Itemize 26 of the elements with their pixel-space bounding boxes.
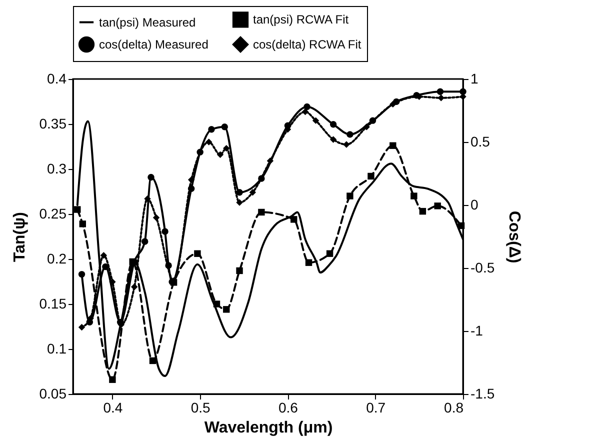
y2-tick-label: 1	[470, 70, 478, 86]
y2-tick-label: -0.5	[470, 260, 495, 276]
x-tick-label: 0.7	[366, 400, 386, 416]
y-axis-title: Tan(ψ)	[11, 212, 28, 262]
y-tick-label: 0.2	[47, 250, 67, 266]
y2-tick-label: 0	[470, 196, 478, 212]
legend-label: tan(psi) RCWA Fit	[253, 12, 350, 27]
y-tick-label: 0.3	[47, 160, 67, 176]
x-tick-label: 0.5	[190, 400, 211, 416]
y2-axis-title: Cos(Δ)	[506, 210, 523, 264]
legend-label: cos(delta) RCWA Fit	[253, 38, 362, 52]
y2-tick-label: -1.5	[470, 386, 495, 402]
y-tick-label: 0.35	[39, 116, 67, 132]
y-tick-label: 0.25	[39, 206, 67, 222]
legend-label: tan(psi) Measured	[99, 15, 196, 30]
y2-tick-label: 0.5	[470, 134, 490, 150]
y-tick-label: 0.4	[47, 70, 67, 86]
y2-tick-label: -1	[470, 322, 484, 338]
legend-label: cos(delta) Measured	[99, 38, 208, 52]
x-axis-title: Wavelength (μm)	[204, 420, 333, 436]
x-tick-label: 0.8	[444, 400, 464, 416]
x-tick-label: 0.4	[103, 400, 123, 416]
y-tick-label: 0.1	[47, 340, 67, 356]
y-tick-label: 0.05	[39, 386, 67, 402]
y-tick-label: 0.15	[39, 296, 67, 312]
x-tick-label: 0.6	[278, 400, 298, 416]
